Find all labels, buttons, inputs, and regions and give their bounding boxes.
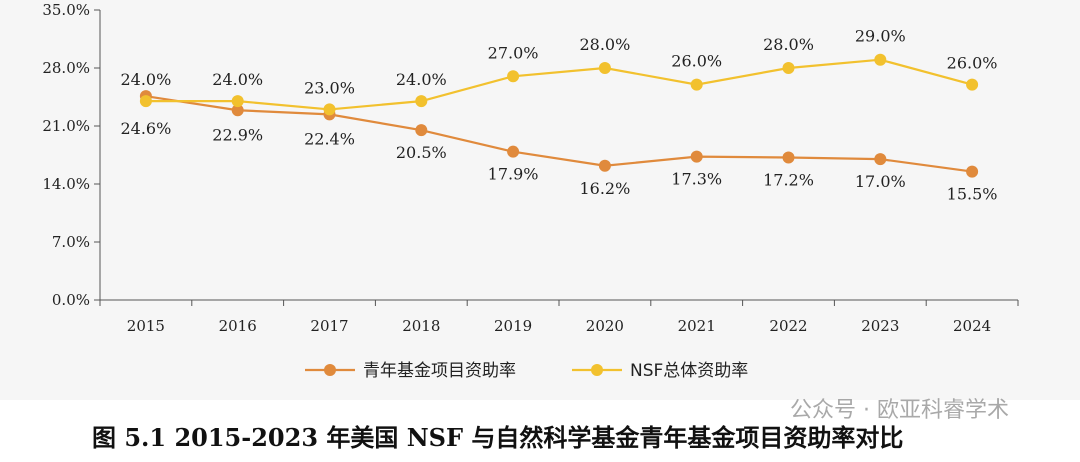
data-point [231,104,244,117]
x-tick-label: 2019 [494,317,532,335]
data-label: 24.0% [212,70,263,89]
data-label: 22.4% [304,129,355,148]
y-tick-label: 21.0% [42,117,90,135]
data-label: 26.0% [671,52,722,71]
x-tick-label: 2021 [678,317,716,335]
series-line-1 [145,58,973,111]
data-point [690,150,703,163]
data-point [598,159,611,172]
data-label: 28.0% [579,35,630,54]
y-tick-label: 14.0% [42,175,90,193]
data-point [966,165,979,178]
data-label: 16.2% [579,179,630,198]
data-point [415,124,428,137]
data-label: 23.0% [304,78,355,97]
x-tick-label: 2024 [953,317,991,335]
data-point [507,70,520,83]
data-label: 24.0% [120,70,171,89]
x-tick-label: 2018 [402,317,440,335]
data-point [598,62,611,74]
data-label: 26.0% [947,54,998,73]
legend-label-0: 青年基金项目资助率 [363,361,516,381]
chart-area: 0.0% 7.0% 14.0% 21.0% 28.0% 35.0% 2015 2016 2017… [42,1,1019,381]
x-tick-label: 2015 [127,317,165,335]
caption-text: 图 5.1 2015-2023 年美国 NSF 与自然科学基金青年基金项目资助率… [92,423,904,452]
legend-label-1: NSF总体资助率 [630,361,748,381]
data-point [323,103,336,116]
watermark: 公众号 · 欧亚科睿学术 [790,398,1009,423]
x-tick-label: 2022 [769,317,807,335]
legend-marker-0 [324,364,336,376]
data-label: 17.9% [488,165,539,184]
data-point [690,78,703,91]
data-point [782,151,795,164]
data-point [874,53,887,66]
data-point [782,62,795,74]
data-label: 17.3% [671,170,722,189]
x-tick-label: 2020 [586,317,624,335]
data-label: 17.2% [763,170,814,189]
data-point [966,78,979,91]
data-label: 29.0% [855,27,906,46]
figure-caption: 图 5.1 2015-2023 年美国 NSF 与自然科学基金青年基金项目资助率… [0,408,1080,458]
y-tick-label: 7.0% [52,233,90,251]
series-line-0 [145,95,973,173]
x-tick-label: 2016 [219,317,257,335]
legend-marker-1 [591,364,603,376]
line-chart: 0.0% 7.0% 14.0% 21.0% 28.0% 35.0% 2015 2016 2017… [42,1,1019,381]
y-tick-label: 0.0% [52,291,90,309]
data-label: 20.5% [396,143,447,162]
data-label: 27.0% [488,43,539,62]
data-label: 24.0% [396,70,447,89]
data-point [231,95,244,108]
data-point [139,95,152,108]
x-tick-label: 2017 [310,317,348,335]
x-tick-label: 2023 [861,317,899,335]
data-label: 24.6% [120,119,171,138]
data-point [415,95,428,108]
data-label: 15.5% [947,185,998,204]
y-tick-label: 28.0% [42,59,90,77]
data-label: 17.0% [855,172,906,191]
data-label: 22.9% [212,125,263,144]
data-point [874,153,887,166]
data-label: 28.0% [763,35,814,54]
data-point [507,145,520,158]
y-tick-label: 35.0% [42,1,90,19]
